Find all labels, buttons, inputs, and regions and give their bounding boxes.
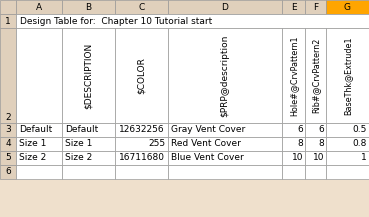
Bar: [62, 137, 115, 151]
Bar: [326, 28, 369, 123]
Text: Blue Vent Cover: Blue Vent Cover: [171, 153, 244, 163]
Text: 8: 8: [318, 140, 324, 148]
Bar: [305, 123, 326, 137]
Bar: [62, 165, 115, 179]
Text: 6: 6: [297, 125, 303, 135]
Text: 6: 6: [5, 168, 11, 176]
Bar: [305, 0, 326, 14]
Bar: [0, 165, 16, 179]
Text: D: D: [221, 3, 228, 12]
Bar: [305, 137, 326, 151]
Text: Hole#@CrvPattern1: Hole#@CrvPattern1: [289, 35, 298, 116]
Text: BaseThk@Extrude1: BaseThk@Extrude1: [343, 36, 352, 115]
Bar: [168, 165, 282, 179]
Bar: [168, 28, 282, 123]
Text: Default: Default: [65, 125, 98, 135]
Bar: [0, 151, 16, 165]
Bar: [115, 0, 168, 14]
Bar: [168, 0, 282, 14]
Bar: [282, 28, 305, 123]
Bar: [62, 0, 115, 14]
Text: 0.8: 0.8: [353, 140, 367, 148]
Text: 4: 4: [5, 140, 11, 148]
Text: 255: 255: [148, 140, 165, 148]
Text: 5: 5: [5, 153, 11, 163]
Text: 2: 2: [5, 112, 11, 122]
Bar: [168, 151, 282, 165]
Bar: [0, 14, 16, 28]
Text: F: F: [313, 3, 318, 12]
Bar: [326, 151, 369, 165]
Bar: [326, 165, 369, 179]
Bar: [16, 28, 62, 123]
Text: $PRP@description: $PRP@description: [221, 34, 230, 117]
Text: $COLOR: $COLOR: [137, 57, 146, 94]
Text: 12632256: 12632256: [120, 125, 165, 135]
Text: 0.5: 0.5: [353, 125, 367, 135]
Bar: [305, 28, 326, 123]
Bar: [115, 137, 168, 151]
Text: C: C: [138, 3, 145, 12]
Bar: [305, 165, 326, 179]
Bar: [282, 0, 305, 14]
Text: Size 1: Size 1: [19, 140, 46, 148]
Text: Gray Vent Cover: Gray Vent Cover: [171, 125, 245, 135]
Text: Rib#@CrvPattern2: Rib#@CrvPattern2: [311, 38, 320, 113]
Bar: [282, 151, 305, 165]
Bar: [0, 123, 16, 137]
Text: 16711680: 16711680: [119, 153, 165, 163]
Bar: [326, 123, 369, 137]
Bar: [16, 137, 62, 151]
Text: Size 2: Size 2: [19, 153, 46, 163]
Text: B: B: [86, 3, 92, 12]
Text: G: G: [344, 3, 351, 12]
Text: 10: 10: [292, 153, 303, 163]
Bar: [282, 137, 305, 151]
Bar: [115, 28, 168, 123]
Bar: [168, 137, 282, 151]
Text: Default: Default: [19, 125, 52, 135]
Bar: [16, 165, 62, 179]
Text: 6: 6: [318, 125, 324, 135]
Text: Red Vent Cover: Red Vent Cover: [171, 140, 241, 148]
Text: 10: 10: [313, 153, 324, 163]
Bar: [0, 0, 16, 14]
Bar: [168, 123, 282, 137]
Bar: [62, 123, 115, 137]
Text: 1: 1: [361, 153, 367, 163]
Bar: [16, 151, 62, 165]
Bar: [62, 151, 115, 165]
Bar: [16, 14, 369, 28]
Text: E: E: [291, 3, 296, 12]
Text: $DESCRIPTION: $DESCRIPTION: [84, 42, 93, 109]
Text: Size 1: Size 1: [65, 140, 92, 148]
Text: Design Table for:  Chapter 10 Tutorial start: Design Table for: Chapter 10 Tutorial st…: [20, 16, 212, 26]
Bar: [282, 123, 305, 137]
Bar: [115, 151, 168, 165]
Text: 1: 1: [5, 16, 11, 26]
Bar: [305, 151, 326, 165]
Bar: [326, 0, 369, 14]
Bar: [0, 137, 16, 151]
Bar: [326, 137, 369, 151]
Text: 8: 8: [297, 140, 303, 148]
Bar: [115, 123, 168, 137]
Text: A: A: [36, 3, 42, 12]
Bar: [282, 165, 305, 179]
Bar: [0, 28, 16, 123]
Bar: [16, 123, 62, 137]
Text: Size 2: Size 2: [65, 153, 92, 163]
Bar: [16, 0, 62, 14]
Bar: [62, 28, 115, 123]
Text: 3: 3: [5, 125, 11, 135]
Bar: [115, 165, 168, 179]
